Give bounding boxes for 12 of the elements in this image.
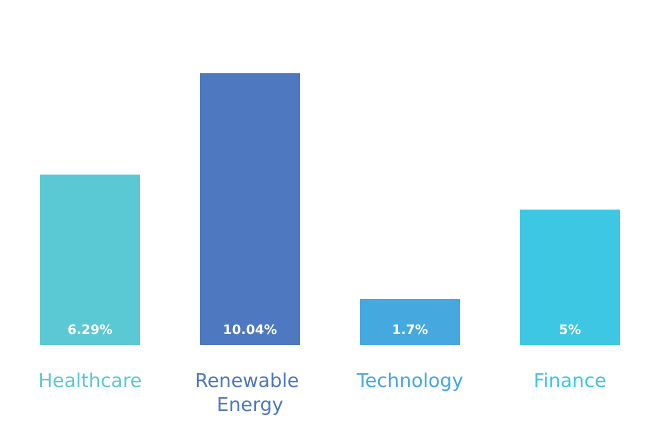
data-label: 5% [558, 323, 582, 338]
bar [200, 73, 300, 345]
x-tick-label: Technology [356, 370, 464, 392]
bar [360, 298, 460, 345]
data-label: 6.29% [67, 323, 113, 338]
bar [40, 174, 140, 345]
x-tick-label: Renewable Energy [194, 370, 306, 416]
x-tick-label: Finance [534, 370, 606, 392]
data-label: 1.7% [392, 323, 428, 338]
x-tick-label: Healthcare [38, 370, 142, 392]
data-label: 10.04% [222, 323, 278, 338]
bar [520, 210, 620, 345]
